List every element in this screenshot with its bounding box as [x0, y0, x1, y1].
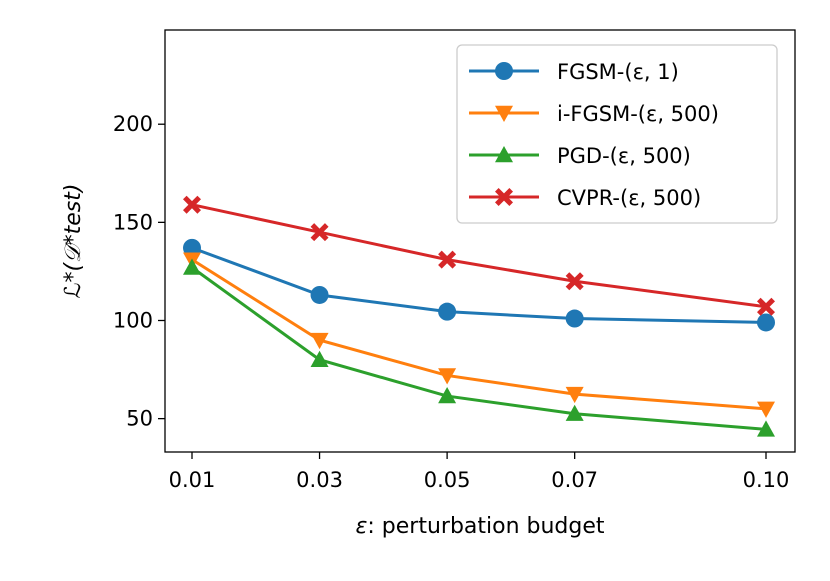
y-axis-label: ℒ*(𝒟*test) — [61, 184, 86, 299]
data-point — [565, 404, 584, 421]
data-point — [310, 285, 329, 304]
data-point — [183, 195, 201, 214]
legend-label: FGSM-(ε, 1) — [557, 60, 679, 84]
data-point — [438, 368, 457, 385]
series-1 — [183, 238, 775, 332]
data-point — [438, 387, 457, 404]
legend-item: PGD-(ε, 500) — [469, 144, 691, 168]
legend-marker — [495, 146, 513, 163]
series-layer — [183, 195, 775, 437]
series-3 — [183, 258, 775, 437]
data-point — [565, 272, 584, 291]
data-point — [757, 420, 775, 437]
x-tick-label: 0.03 — [296, 468, 343, 492]
legend: FGSM-(ε, 1) i-FGSM-(ε, 500) PGD-(ε, 500) CV… — [456, 44, 778, 224]
data-point — [438, 302, 457, 321]
data-point — [757, 297, 775, 316]
x-tick-label: 0.05 — [424, 468, 471, 492]
series-line — [191, 266, 767, 431]
x-axis-label: ε: perturbation budget — [355, 514, 604, 539]
legend-marker — [495, 62, 513, 80]
legend-item: i-FGSM-(ε, 500) — [469, 102, 719, 126]
x-tick-label: 0.07 — [551, 468, 598, 492]
legend-item: CVPR-(ε, 500) — [469, 186, 701, 210]
series-line — [191, 258, 767, 411]
legend-marker — [495, 188, 513, 206]
legend-item: FGSM-(ε, 1) — [469, 60, 679, 84]
legend-label: PGD-(ε, 500) — [557, 144, 691, 168]
data-point — [438, 250, 457, 269]
y-tick-label: 100 — [113, 308, 153, 332]
data-point — [565, 386, 584, 404]
legend-label: i-FGSM-(ε, 500) — [557, 102, 719, 126]
data-point — [757, 401, 775, 418]
series-4 — [183, 195, 775, 316]
data-point — [310, 332, 329, 350]
legend-label: CVPR-(ε, 500) — [557, 186, 701, 210]
x-tick-label: 0.10 — [743, 468, 790, 492]
data-point — [310, 223, 329, 242]
legend-marker — [495, 105, 513, 122]
x-tick-label: 0.01 — [169, 468, 216, 492]
axes: 0.01 0.03 0.05 0.07 0.10 50 100 150 200 — [113, 112, 789, 492]
plot-frame — [164, 29, 796, 453]
legend-box — [456, 44, 778, 224]
x-axis-symbol: ε — [355, 514, 367, 539]
y-tick-label: 200 — [113, 112, 153, 136]
y-tick-label: 150 — [113, 210, 153, 234]
data-point — [183, 238, 201, 257]
data-point — [183, 258, 201, 275]
y-tick-label: 50 — [126, 407, 153, 431]
data-point — [757, 313, 775, 332]
data-point — [565, 309, 584, 328]
x-axis-text: : perturbation budget — [367, 514, 605, 539]
series-line — [191, 246, 767, 324]
data-point — [310, 350, 329, 367]
